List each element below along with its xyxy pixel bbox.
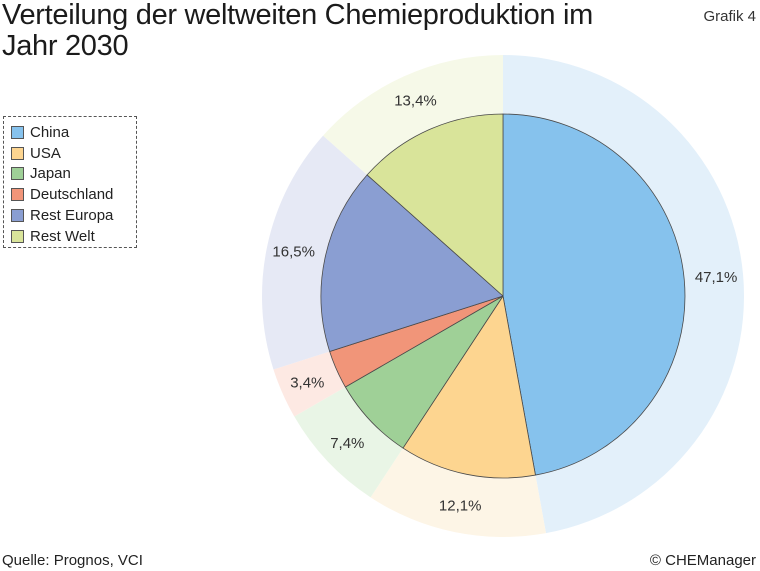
pie-slice-china [502, 113, 686, 476]
pie-label-china: 47,1% [695, 269, 738, 286]
legend-label-deutschland: Deutschland [30, 186, 114, 204]
chart-title: Verteilung der weltweiten Chemieprodukti… [2, 0, 593, 62]
pie-slice-usa [402, 295, 536, 479]
pie-label-usa: 12,1% [439, 498, 482, 515]
legend-swatch-usa [11, 146, 24, 160]
legend-swatch-japan [11, 167, 24, 181]
pie-slice-rest-welt [366, 113, 504, 297]
legend-swatch-china [11, 125, 24, 139]
pie-label-deutschland: 3,4% [290, 375, 324, 392]
legend-item-deutschland: Deutschland [11, 184, 136, 205]
legend-label-japan: Japan [30, 165, 71, 183]
pie-label-rest-europa: 16,5% [272, 244, 315, 261]
legend-label-rest-welt: Rest Welt [30, 227, 95, 245]
pie-slice-rest-europa [320, 174, 504, 352]
legend: China USA Japan Deutschland Rest Europa Rest … [3, 116, 137, 248]
legend-item-japan: Japan [11, 164, 136, 185]
legend-label-usa: USA [30, 144, 61, 162]
legend-item-rest-europa: Rest Europa [11, 205, 136, 226]
pie-label-japan: 7,4% [330, 435, 364, 452]
copyright-note: © CHEManager [649, 552, 756, 569]
legend-item-rest-welt: Rest Welt [11, 226, 136, 247]
legend-label-china: China [30, 123, 70, 141]
source-note: Quelle: Prognos, VCI [2, 552, 143, 569]
figure-tag: Grafik 4 [703, 8, 756, 25]
legend-item-usa: USA [11, 143, 136, 164]
legend-swatch-rest-welt [11, 229, 24, 243]
pie-label-rest-welt: 13,4% [394, 93, 437, 110]
legend-label-rest-europa: Rest Europa [30, 207, 114, 225]
legend-swatch-rest-europa [11, 209, 24, 223]
legend-item-china: China [11, 122, 136, 143]
legend-swatch-deutschland [11, 188, 24, 202]
